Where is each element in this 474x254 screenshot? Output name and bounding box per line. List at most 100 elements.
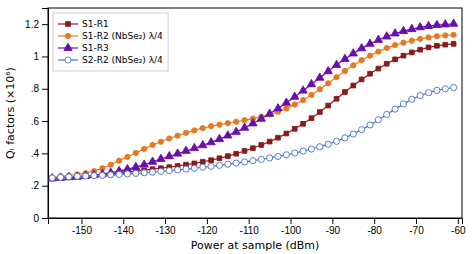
point — [376, 66, 381, 71]
plot-frame — [48, 8, 462, 218]
point — [292, 102, 297, 107]
point — [333, 138, 339, 144]
point — [299, 86, 307, 93]
x-tick-mark — [374, 218, 375, 224]
point — [249, 119, 257, 126]
point — [207, 138, 215, 145]
y-tick-label: .4 — [31, 148, 40, 159]
y-axis-title: Qᵢ factors (×10⁶) — [4, 67, 17, 159]
point — [326, 103, 331, 108]
legend-item: S1-R3 — [58, 43, 109, 53]
point — [317, 110, 322, 115]
point — [301, 121, 306, 126]
point — [73, 172, 81, 179]
point — [284, 131, 289, 136]
plot: -150-140-130-120-110-100-90-80-70-600.2.… — [4, 8, 466, 252]
point — [443, 33, 448, 38]
point — [267, 155, 273, 161]
point — [175, 167, 181, 173]
point — [441, 20, 449, 27]
point — [316, 73, 324, 80]
y-tick-label: 0 — [33, 213, 39, 224]
x-tick-mark — [81, 218, 82, 224]
point — [300, 97, 305, 102]
point — [343, 90, 348, 95]
point — [359, 58, 364, 63]
y-tick: .8 — [31, 83, 48, 94]
point — [326, 81, 331, 86]
point — [275, 153, 281, 159]
x-tick-label: -90 — [326, 225, 341, 236]
point — [291, 92, 299, 99]
point — [443, 42, 448, 47]
point — [242, 149, 247, 154]
y-tick-mark — [42, 186, 48, 187]
x-tick-label: -140 — [114, 225, 134, 236]
point — [317, 144, 323, 150]
y-tick: 0 — [33, 213, 48, 224]
point — [401, 40, 406, 45]
point — [116, 171, 122, 177]
point — [251, 146, 256, 151]
point — [250, 158, 256, 164]
legend-symbol — [66, 22, 71, 27]
point — [309, 116, 314, 121]
x-tick-mark — [291, 218, 292, 224]
point — [426, 35, 431, 40]
point — [241, 159, 247, 165]
point — [233, 160, 239, 166]
point — [92, 173, 97, 178]
y-tick-mark — [42, 56, 48, 57]
point — [217, 122, 222, 127]
point — [451, 42, 456, 47]
x-tick: -140 — [114, 218, 134, 236]
legend-label: S1-R3 — [82, 43, 109, 53]
point — [142, 146, 147, 151]
point — [324, 67, 332, 74]
point — [209, 158, 214, 163]
y-tick-label: .8 — [31, 83, 40, 94]
point — [175, 133, 180, 138]
point — [208, 124, 213, 129]
series-line — [52, 44, 453, 179]
legend-symbol — [64, 43, 72, 50]
point — [374, 35, 382, 42]
point — [140, 160, 148, 167]
y-tick-mark — [42, 218, 48, 219]
x-tick-label: -70 — [409, 225, 424, 236]
chart: -150-140-130-120-110-100-90-80-70-600.2.… — [0, 0, 474, 254]
point — [392, 106, 398, 112]
point — [284, 106, 289, 111]
point — [149, 169, 155, 175]
point — [108, 172, 114, 178]
x-tick-label: -120 — [197, 225, 217, 236]
x-tick: -80 — [367, 218, 382, 236]
point — [283, 152, 289, 158]
point — [426, 45, 431, 50]
x-tick-mark — [165, 218, 166, 224]
point — [182, 146, 190, 153]
point — [282, 98, 290, 105]
point — [232, 127, 240, 134]
x-tick: -100 — [281, 218, 301, 236]
point — [392, 43, 397, 48]
y-tick: .6 — [31, 116, 48, 127]
point — [225, 154, 230, 159]
point — [334, 74, 339, 79]
x-tick-label: -130 — [156, 225, 176, 236]
point — [57, 174, 63, 180]
x-tick-label: -100 — [281, 225, 301, 236]
point — [132, 162, 140, 169]
point — [342, 135, 348, 141]
x-tick-mark — [207, 218, 208, 224]
point — [150, 142, 155, 147]
y-tick-mark — [42, 121, 48, 122]
point — [384, 45, 389, 50]
x-tick: -60 — [451, 218, 466, 236]
point — [158, 168, 164, 174]
point — [351, 83, 356, 88]
y-tick-mark — [42, 153, 48, 154]
x-axis-line — [49, 219, 463, 225]
point — [307, 79, 315, 86]
point — [434, 87, 440, 93]
